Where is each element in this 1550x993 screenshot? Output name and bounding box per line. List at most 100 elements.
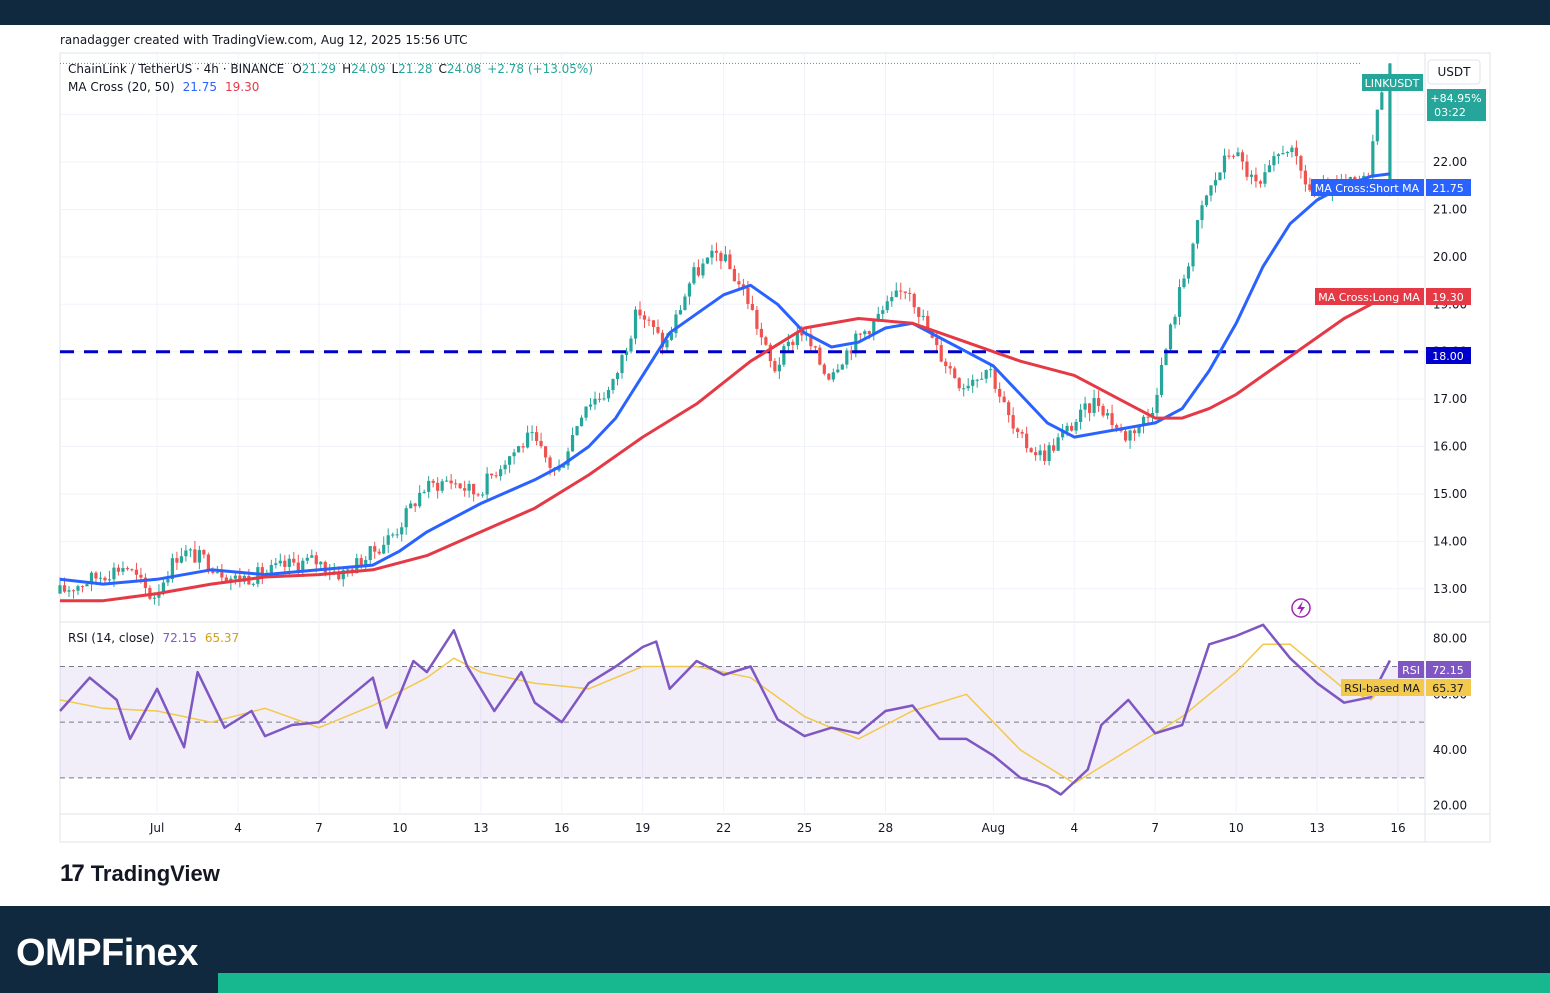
change-value: +2.78 (+13.05%) — [487, 62, 593, 76]
level-tag-value: 18.00 — [1432, 350, 1464, 363]
candle-body — [1375, 109, 1379, 142]
candle-body — [674, 314, 678, 334]
candle-body — [975, 379, 979, 381]
candle-body — [490, 473, 494, 476]
candle-body — [1096, 397, 1101, 406]
candle-body — [1267, 165, 1272, 173]
price-tick-label: 22.00 — [1433, 155, 1467, 169]
candle-body — [305, 557, 309, 561]
candle-body — [409, 503, 413, 509]
rsi-ma-tag: RSI-based MA 65.37 — [1341, 679, 1471, 696]
candle-body — [921, 315, 925, 317]
candle-body — [112, 567, 116, 580]
candle-body — [125, 568, 130, 570]
rsi-band-fill — [60, 666, 1425, 778]
candle-body — [188, 549, 192, 551]
candle-body — [463, 488, 467, 491]
time-tick-label: 19 — [635, 821, 650, 835]
svg-text:ChainLink / TetherUS · 4h · BI: ChainLink / TetherUS · 4h · BINANCE O21.2… — [68, 62, 593, 76]
site-logo-prefix: OMPF — [16, 932, 124, 974]
candle-body — [1380, 92, 1384, 110]
candle-body — [301, 560, 305, 572]
candle-body — [1177, 287, 1182, 317]
candle-body — [454, 483, 458, 485]
currency-box[interactable]: USDT — [1427, 59, 1481, 85]
time-tick-label: 4 — [1070, 821, 1078, 835]
candle-body — [364, 559, 368, 568]
candle-body — [885, 301, 889, 311]
candle-body — [440, 481, 444, 491]
candle-body — [1087, 403, 1092, 413]
candle-body — [539, 440, 543, 447]
candle-body — [292, 558, 296, 563]
candle-body — [530, 432, 534, 434]
candle-body — [773, 361, 777, 372]
rsi-tick-label: 20.00 — [1433, 799, 1467, 813]
candle-body — [935, 337, 939, 346]
rsi-tag-label: RSI — [1402, 664, 1420, 677]
candle-body — [175, 558, 179, 563]
candle-body — [152, 597, 157, 599]
candle-body — [755, 309, 759, 329]
candle-body — [431, 480, 435, 483]
candle-body — [1159, 364, 1164, 395]
candle-body — [867, 331, 871, 335]
candle-body — [94, 572, 98, 579]
candle-body — [116, 567, 121, 572]
candle-body — [809, 334, 813, 347]
short-ma-line — [59, 172, 1391, 586]
candle-body — [1114, 425, 1119, 428]
candle-body — [1388, 63, 1392, 196]
candle-body — [894, 290, 898, 298]
candle-body — [238, 575, 242, 582]
rsi-line — [59, 623, 1392, 796]
candle-body — [1128, 430, 1132, 441]
candle-body — [710, 250, 714, 258]
long-ma-line — [60, 288, 1391, 603]
candle-body — [1290, 147, 1294, 153]
candle-body — [1034, 452, 1038, 456]
rsi-label: RSI (14, close) — [68, 631, 154, 645]
candle-body — [782, 346, 786, 365]
candle-body — [314, 555, 318, 565]
candle-body — [418, 492, 422, 507]
candle-body — [1294, 147, 1299, 157]
time-tick-label: 13 — [473, 821, 488, 835]
candle-body — [139, 574, 143, 578]
tradingview-wordmark: TradingView — [90, 861, 220, 886]
candle-body — [1308, 184, 1312, 191]
site-logo: OMPFinex — [16, 932, 198, 975]
candle-body — [660, 332, 665, 348]
time-tick-label: 22 — [716, 821, 731, 835]
candle-body — [957, 378, 961, 389]
candle-body — [1047, 445, 1051, 462]
candle-body — [777, 364, 781, 372]
candle-body — [368, 546, 372, 560]
candle-body — [858, 333, 862, 335]
candle-body — [1074, 421, 1078, 431]
candle-body — [944, 361, 948, 367]
candle-body — [692, 267, 696, 284]
candle-body — [566, 451, 570, 466]
candle-body — [233, 575, 237, 579]
candle-body — [525, 432, 530, 448]
candle-body — [503, 464, 507, 470]
long-ma-tag-value: 19.30 — [1432, 291, 1464, 304]
candle-body — [278, 560, 282, 564]
candle-body — [629, 338, 633, 352]
candle-body — [1371, 141, 1375, 178]
candle-body — [103, 577, 107, 581]
candle-body — [413, 503, 417, 507]
candle-body — [224, 577, 228, 582]
candle-body — [485, 473, 489, 495]
lightning-icon[interactable] — [1291, 598, 1311, 618]
candle-body — [1254, 174, 1258, 182]
time-tick-label: 4 — [234, 821, 242, 835]
candle-body — [58, 585, 62, 594]
candle-body — [287, 558, 291, 567]
candle-body — [651, 320, 656, 327]
candle-body — [341, 570, 345, 580]
time-tick-label: 16 — [554, 821, 569, 835]
candle-body — [337, 571, 341, 580]
rsi-ma-tag-value: 65.37 — [1432, 682, 1464, 695]
